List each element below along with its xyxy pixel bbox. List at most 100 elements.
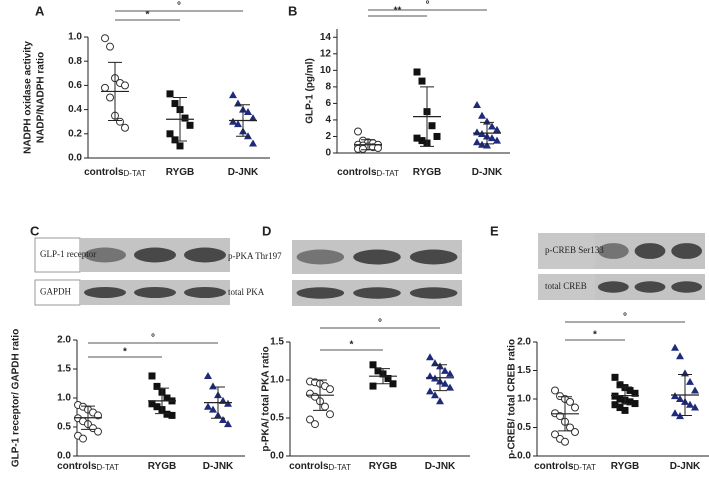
- data-point: [186, 121, 194, 129]
- error-bar: [108, 61, 122, 121]
- blot-label: total PKA: [228, 287, 265, 297]
- blot-label-box: [538, 274, 595, 300]
- significance-label: **: [394, 6, 402, 17]
- significance-label: *: [146, 10, 150, 21]
- data-point: [229, 91, 237, 99]
- data-point: [431, 391, 439, 399]
- data-point: [121, 123, 129, 132]
- x-tick-label: D-JNK: [670, 461, 701, 472]
- data-point: [691, 386, 699, 394]
- data-point: [611, 373, 619, 381]
- data-point: [204, 371, 212, 379]
- y-tick-label: 6: [325, 98, 331, 109]
- error-bar: [173, 97, 187, 142]
- panel-letter: B: [288, 3, 297, 18]
- data-point: [116, 117, 124, 126]
- data-point: [611, 401, 619, 409]
- y-tick-label: 14: [320, 32, 332, 43]
- data-point: [101, 83, 109, 92]
- y-axis-label: GLP-1 (pg/ml): [305, 58, 316, 124]
- x-tick-label: controlsD-TAT: [289, 461, 351, 472]
- data-point: [306, 415, 314, 424]
- data-point: [488, 122, 496, 130]
- data-point: [426, 353, 434, 361]
- data-point: [493, 136, 501, 144]
- data-point: [374, 144, 382, 153]
- data-point: [561, 437, 569, 446]
- blot-band: [84, 287, 126, 298]
- blot-band: [134, 247, 176, 263]
- y-tick-label: 0.5: [57, 422, 71, 433]
- data-point: [106, 93, 114, 102]
- blot-band: [84, 247, 126, 263]
- error-bar: [376, 368, 390, 385]
- significance-label: °: [177, 1, 181, 12]
- data-point: [224, 420, 232, 428]
- y-tick-label: 1.5: [57, 364, 71, 375]
- blot-band: [634, 281, 666, 293]
- x-tick-label: controlsD-TAT: [534, 461, 596, 472]
- data-point: [473, 138, 481, 146]
- category-subscript: D-TAT: [574, 463, 596, 472]
- data-point: [79, 434, 87, 443]
- data-point: [686, 377, 694, 385]
- data-point: [249, 139, 257, 147]
- data-point: [676, 395, 684, 402]
- y-tick-label: 1.0: [68, 32, 82, 43]
- data-point: [691, 403, 699, 411]
- data-point: [473, 101, 481, 109]
- blot-band: [671, 243, 703, 259]
- data-point: [321, 402, 329, 411]
- data-point: [163, 394, 171, 402]
- y-axis-label: p-PKA/ total PKA ratio: [261, 346, 272, 451]
- data-point: [148, 400, 156, 408]
- data-point: [571, 428, 579, 437]
- y-tick-label: 1.0: [270, 375, 284, 386]
- y-tick-label: 0: [325, 148, 331, 159]
- category-name: D-JNK: [472, 167, 503, 178]
- data-point: [369, 361, 377, 369]
- data-point: [478, 111, 486, 119]
- y-axis-label: NADPH oxidase activity: [23, 41, 34, 154]
- data-point: [676, 352, 684, 360]
- data-point: [446, 383, 454, 391]
- data-point: [224, 399, 232, 407]
- data-point: [551, 430, 559, 439]
- x-tick-label: RYGB: [148, 461, 177, 472]
- category-name: controls: [337, 167, 377, 178]
- data-point: [369, 382, 377, 390]
- y-tick-label: 0.5: [517, 422, 531, 433]
- y-tick-label: 10: [320, 65, 332, 76]
- panel-letter: C: [30, 223, 40, 238]
- y-tick-label: 8: [325, 82, 331, 93]
- blot-band: [134, 287, 176, 298]
- category-name: D-JNK: [670, 461, 701, 472]
- blot-band: [353, 287, 401, 299]
- significance-label: °: [151, 333, 155, 344]
- x-tick-label: D-JNK: [425, 461, 456, 472]
- category-name: controls: [289, 461, 329, 472]
- y-tick-label: 0.0: [517, 451, 531, 462]
- category-name: controls: [84, 167, 124, 178]
- significance-label: *: [350, 340, 354, 351]
- blot-band: [597, 281, 629, 293]
- data-point: [631, 389, 639, 397]
- significance-label: *: [593, 330, 597, 341]
- blot-label-box: [34, 279, 81, 306]
- data-point: [483, 141, 491, 149]
- significance-label: *: [123, 347, 127, 358]
- data-point: [374, 367, 382, 375]
- y-tick-label: 2.0: [517, 337, 531, 348]
- data-point: [616, 404, 624, 412]
- data-point: [671, 343, 679, 351]
- blot-band: [597, 243, 629, 259]
- data-point: [121, 81, 129, 90]
- x-tick-label: RYGB: [166, 167, 195, 178]
- data-point: [616, 395, 624, 403]
- data-point: [311, 420, 319, 429]
- blot-label: GLP-1 receptor: [40, 249, 96, 259]
- data-point: [426, 387, 434, 395]
- category-name: D-JNK: [203, 461, 234, 472]
- data-point: [436, 397, 444, 405]
- data-point: [171, 136, 179, 144]
